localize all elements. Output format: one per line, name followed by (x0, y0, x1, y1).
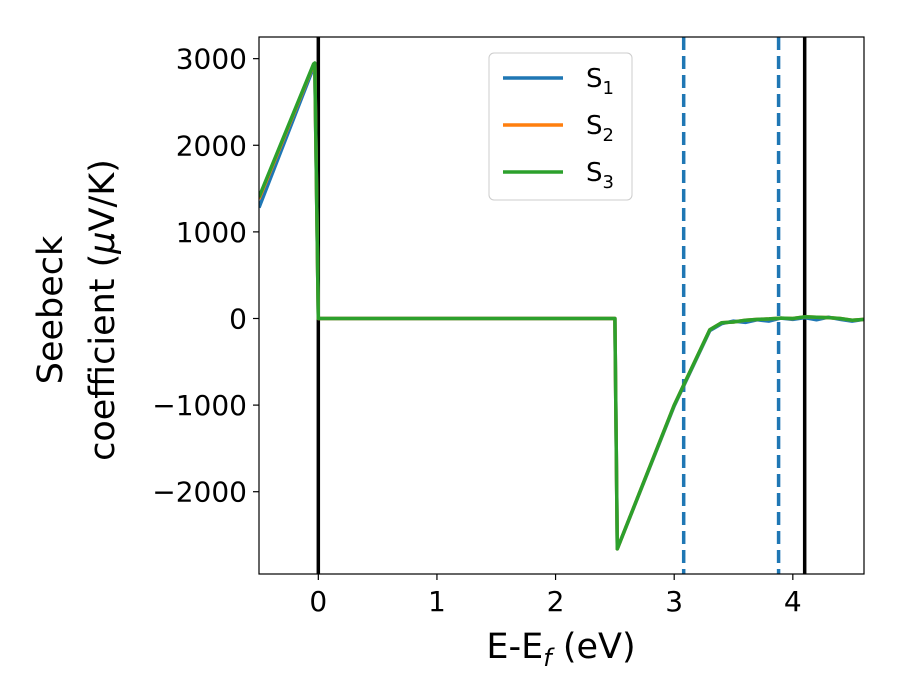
y-axis-title-unit: V/K) (83, 159, 123, 231)
y-tick-label: 0 (229, 302, 247, 335)
legend-label-sub: 3 (603, 172, 614, 193)
legend-label-s3: S3 (586, 158, 614, 193)
legend-label-s2: S2 (586, 111, 614, 146)
y-tick-label: 1000 (176, 216, 247, 249)
y-axis-title-line1: Seebeck (31, 235, 71, 384)
y-tick-label: −1000 (152, 389, 247, 422)
y-axis-title: Seebeck coefficient (μV/K) (31, 159, 123, 461)
y-tick-label: −2000 (152, 476, 247, 509)
x-tick-label: 0 (309, 585, 327, 618)
y-tick-label: 2000 (176, 129, 247, 162)
y-tick-label: 3000 (176, 43, 247, 76)
series-lines (259, 61, 864, 551)
y-axis-title-text: coefficient ( (83, 254, 123, 461)
x-tick-label: 2 (547, 585, 565, 618)
legend-label-main: S (586, 64, 603, 94)
x-tick-label: 3 (665, 585, 683, 618)
x-axis-title: E-Ef (eV) (486, 627, 635, 672)
x-axis-title-main: E-E (486, 627, 543, 667)
x-tick-label: 4 (784, 585, 802, 618)
legend-label-main: S (586, 111, 603, 141)
x-axis-ticks: 0 1 2 3 4 (309, 574, 802, 618)
legend-label-s1: S1 (586, 64, 614, 99)
plot-frame (258, 36, 865, 575)
legend-label-sub: 2 (603, 125, 614, 146)
legend-label-sub: 1 (603, 78, 614, 99)
x-tick-label: 1 (428, 585, 446, 618)
y-axis-title-mu: μ (83, 231, 123, 254)
legend-label-main: S (586, 158, 603, 188)
x-axis-title-unit: (eV) (552, 627, 636, 667)
y-axis-title-line2: coefficient (μV/K) (83, 159, 123, 461)
y-axis-ticks: −2000 −1000 0 1000 2000 3000 (152, 43, 259, 509)
series-line-s3 (259, 61, 864, 551)
